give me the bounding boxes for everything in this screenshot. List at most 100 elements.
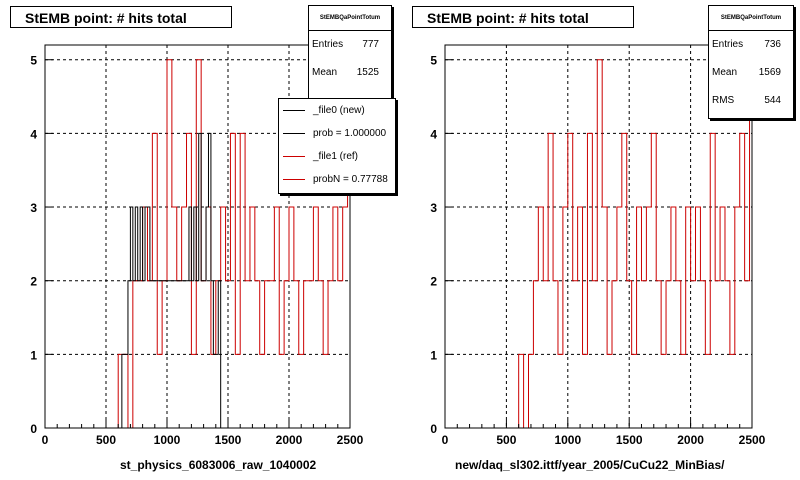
stats-value: 544 xyxy=(764,95,781,106)
y-tick-label: 0 xyxy=(30,422,37,436)
x-tick-label: 1500 xyxy=(616,433,643,447)
histogram-bin xyxy=(235,354,240,428)
histogram-bin xyxy=(696,207,701,428)
legend-swatch xyxy=(283,110,305,111)
histogram-pad-left: 0 500 1000 1500 2000 2500 0 1 2 3 4 5 StEMB point: … xyxy=(10,5,396,472)
histogram-line xyxy=(121,132,224,429)
histogram-bin xyxy=(558,354,563,428)
stats-row-entries: Entries 777 xyxy=(309,31,391,59)
histogram-bin xyxy=(123,354,128,428)
y-tick-label: 3 xyxy=(430,201,437,215)
histogram-bin xyxy=(607,354,612,428)
histogram-bin xyxy=(167,60,172,428)
histogram-bin xyxy=(720,207,725,428)
histogram-bin xyxy=(578,207,583,428)
histogram-bin xyxy=(538,207,543,428)
stats-box: StEMBQaPointTotum Entries 736 Mean 1569 … xyxy=(708,5,794,119)
stats-key: RMS xyxy=(712,95,735,106)
x-tick-label: 0 xyxy=(42,433,49,447)
histogram-bin xyxy=(730,354,735,428)
histogram-bin xyxy=(274,207,279,428)
stats-name: StEMBQaPointTotum xyxy=(309,6,391,31)
y-tick-label: 2 xyxy=(30,275,37,289)
legend-label: _file0 (new) xyxy=(313,105,365,116)
histogram-bin xyxy=(250,207,255,428)
histogram-bin xyxy=(206,207,211,428)
histogram-bin xyxy=(279,354,284,428)
x-axis-title: new/daq_sl302.ittf/year_2005/CuCu22_MinB… xyxy=(455,458,725,472)
y-tick-label: 3 xyxy=(30,201,37,215)
stats-row-rms: RMS 544 xyxy=(709,87,793,115)
legend-swatch xyxy=(283,133,305,134)
y-tick-label: 5 xyxy=(30,54,37,68)
legend-box: _file0 (new) prob = 1.000000 _file1 (ref… xyxy=(278,98,396,194)
histogram-bin xyxy=(313,207,318,428)
y-tick-label: 0 xyxy=(430,422,437,436)
y-tick-label: 1 xyxy=(30,348,37,362)
y-tick-label: 5 xyxy=(430,54,437,68)
y-tick-label: 2 xyxy=(430,275,437,289)
x-tick-label: 500 xyxy=(496,433,516,447)
x-tick-label: 2000 xyxy=(677,433,704,447)
stats-value: 736 xyxy=(764,39,781,50)
stats-value: 777 xyxy=(362,39,379,50)
legend-label: probN = 0.77788 xyxy=(313,174,388,185)
histogram-bin xyxy=(191,354,196,428)
legend-label: _file1 (ref) xyxy=(313,151,359,162)
x-tick-label: 1000 xyxy=(554,433,581,447)
histogram-bin xyxy=(671,207,676,428)
stats-row-mean: Mean 1525 xyxy=(309,59,391,87)
histogram-bin xyxy=(221,207,226,428)
x-tick-label: 2000 xyxy=(276,433,303,447)
legend-entry-probn: probN = 0.77788 xyxy=(279,168,395,191)
histogram-bin xyxy=(602,207,607,428)
histogram-bin xyxy=(182,207,187,428)
histogram-bin xyxy=(343,207,348,428)
histogram-bin xyxy=(289,207,294,428)
stats-row-mean: Mean 1569 xyxy=(709,59,793,87)
histogram-bin xyxy=(150,281,152,428)
histogram-bin xyxy=(138,281,140,428)
x-tick-label: 2500 xyxy=(739,433,766,447)
x-tick-label: 500 xyxy=(96,433,116,447)
x-tick-label: 2500 xyxy=(337,433,364,447)
stats-key: Entries xyxy=(312,39,344,50)
plot-frame xyxy=(44,44,351,429)
x-axis-title: st_physics_6083006_raw_1040002 xyxy=(120,458,317,472)
histogram-bin xyxy=(637,207,642,428)
histogram-bin xyxy=(211,354,216,428)
histogram-bin xyxy=(323,354,328,428)
stats-value: 1525 xyxy=(356,67,379,78)
histogram-bin xyxy=(260,354,265,428)
histogram-bin xyxy=(735,207,740,428)
histogram-bin xyxy=(632,354,637,428)
stats-key: Mean xyxy=(712,67,738,78)
histogram-bin xyxy=(157,354,162,428)
x-tick-label: 0 xyxy=(442,433,449,447)
legend-entry-ref: _file1 (ref) xyxy=(279,145,395,168)
histogram-bin xyxy=(519,354,524,428)
y-tick-label: 4 xyxy=(30,127,37,141)
histogram-bin xyxy=(686,207,691,428)
histogram-bin xyxy=(529,354,534,428)
histogram-bin xyxy=(705,354,710,428)
histogram-bin xyxy=(333,207,338,428)
stats-value: 1569 xyxy=(758,67,781,78)
stats-name: StEMBQaPointTotum xyxy=(709,6,793,31)
x-tick-label: 1500 xyxy=(215,433,242,447)
legend-label: prob = 1.000000 xyxy=(313,128,387,139)
legend-swatch xyxy=(283,179,305,180)
legend-entry-prob: prob = 1.000000 xyxy=(279,122,395,145)
legend-swatch xyxy=(283,156,305,157)
histogram-bin xyxy=(213,354,215,428)
histogram-bin xyxy=(583,354,588,428)
histogram-bin xyxy=(681,354,686,428)
histogram-title: StEMB point: # hits total xyxy=(10,6,232,28)
histogram-pad-right: 0 500 1000 1500 2000 2500 0 1 2 3 4 5 StEMB point: … xyxy=(400,0,800,480)
stats-row-entries: Entries 736 xyxy=(709,31,793,59)
y-tick-label: 4 xyxy=(430,127,437,141)
plot-canvas: 0 500 1000 1500 2000 2500 0 1 2 3 4 5 xyxy=(430,44,766,447)
histogram-bin xyxy=(661,354,666,428)
histogram-bin xyxy=(216,354,218,428)
histogram-bin xyxy=(563,207,568,428)
